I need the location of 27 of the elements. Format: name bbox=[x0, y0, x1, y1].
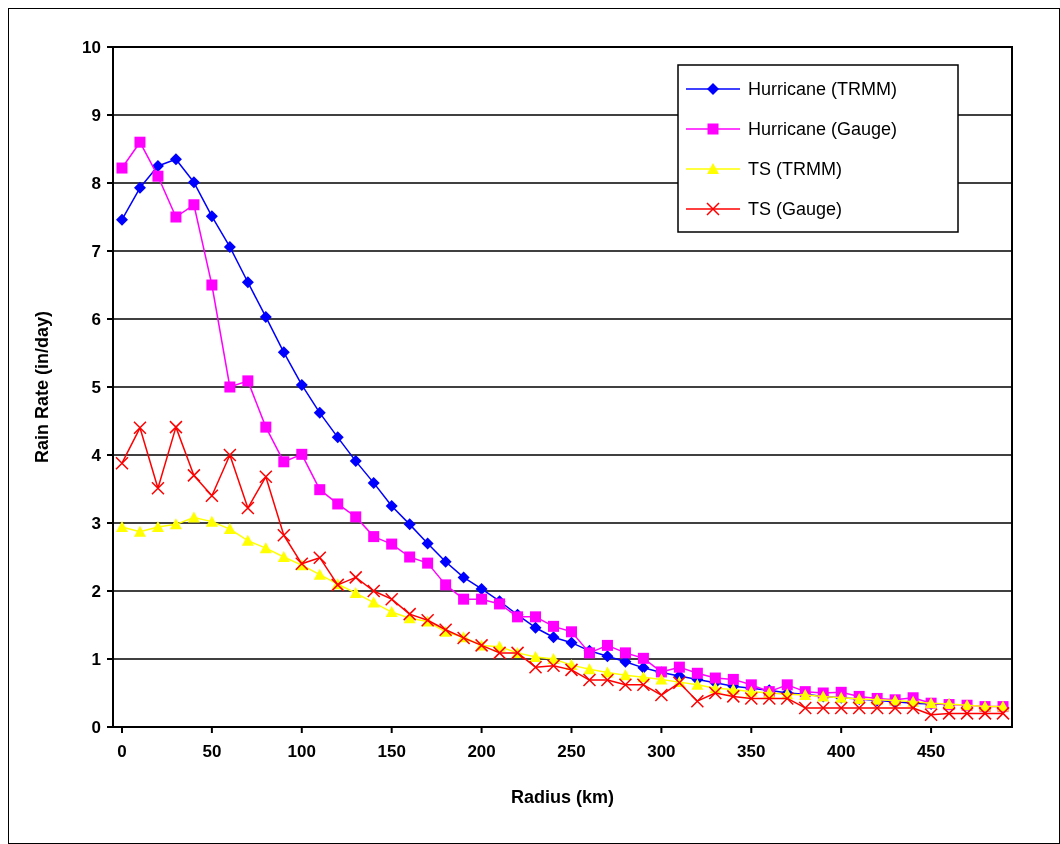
y-tick-label: 5 bbox=[91, 377, 101, 397]
y-tick-label: 6 bbox=[91, 309, 101, 329]
x-tick-label: 400 bbox=[827, 742, 856, 761]
y-tick-label: 2 bbox=[91, 581, 101, 601]
x-axis-title: Radius (km) bbox=[510, 787, 615, 807]
x-tick-label: 250 bbox=[557, 742, 586, 761]
legend-label: TS (TRMM) bbox=[748, 159, 842, 180]
y-tick-label: 0 bbox=[91, 717, 101, 737]
y-tick-label: 3 bbox=[91, 513, 101, 533]
legend-label: Hurricane (TRMM) bbox=[748, 79, 898, 100]
x-tick-label: 0 bbox=[117, 742, 127, 761]
y-tick-label: 1 bbox=[91, 649, 101, 669]
y-tick-label: 8 bbox=[91, 173, 101, 193]
y-tick-label: 10 bbox=[82, 37, 101, 57]
y-tick-label: 9 bbox=[91, 105, 101, 125]
y-axis-title: Rain Rate (in/day) bbox=[32, 310, 52, 464]
y-tick-label: 4 bbox=[91, 445, 102, 465]
x-tick-label: 450 bbox=[916, 742, 946, 761]
x-tick-label: 100 bbox=[287, 742, 316, 761]
legend-label: TS (Gauge) bbox=[748, 199, 843, 220]
x-tick-label: 300 bbox=[647, 742, 676, 761]
y-tick-label: 7 bbox=[91, 241, 101, 261]
legend-label: Hurricane (Gauge) bbox=[748, 119, 898, 140]
x-tick-label: 150 bbox=[377, 742, 406, 761]
x-tick-label: 200 bbox=[467, 742, 496, 761]
x-tick-label: 350 bbox=[737, 742, 766, 761]
x-tick-label: 50 bbox=[202, 742, 222, 761]
